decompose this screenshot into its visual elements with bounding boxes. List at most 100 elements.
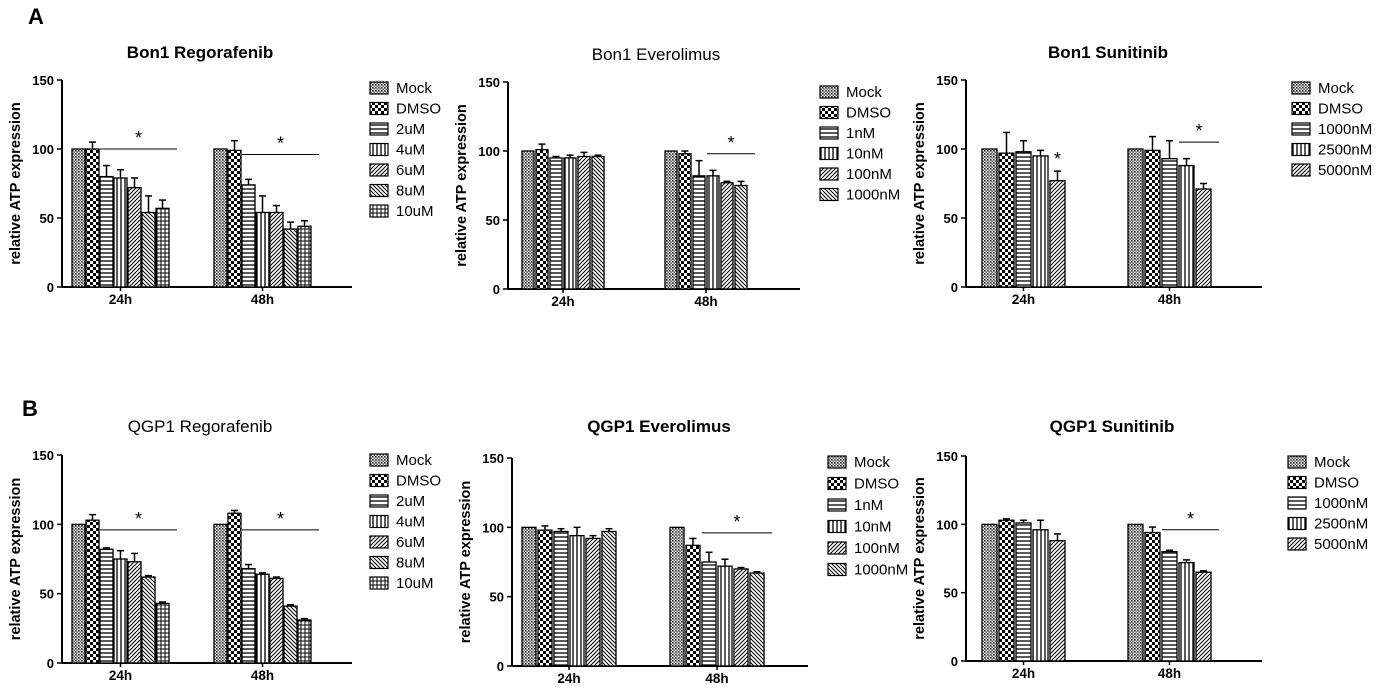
legend-label: 1000nM bbox=[1318, 121, 1372, 138]
legend-swatch bbox=[819, 105, 839, 120]
y-axis-label: relative ATP expression bbox=[8, 478, 24, 641]
y-tick-label: 150 bbox=[32, 448, 54, 463]
panel-letter-b: B bbox=[22, 396, 38, 421]
y-tick-label: 100 bbox=[482, 520, 504, 535]
legend-label: 1nM bbox=[854, 497, 883, 514]
legend-swatch bbox=[369, 81, 389, 95]
legend-label: Mock bbox=[396, 80, 432, 97]
legend-swatch bbox=[369, 183, 389, 198]
legend-swatch bbox=[369, 142, 389, 157]
legend-label: 6uM bbox=[396, 534, 425, 551]
x-tick-label: 48h bbox=[694, 294, 717, 309]
legend-swatch bbox=[819, 146, 839, 161]
legend-label: 4uM bbox=[396, 514, 425, 531]
significance-star: * bbox=[135, 509, 142, 529]
x-tick-label: 24h bbox=[109, 668, 132, 683]
legend-swatch bbox=[827, 519, 847, 534]
legend-swatch bbox=[827, 498, 847, 512]
bar-mock-48h bbox=[1127, 523, 1144, 662]
bar-mock-24h bbox=[521, 526, 537, 667]
chart-bon1-everolimus: Bon1 Everolimus relative ATP expression 0 5… bbox=[454, 45, 900, 309]
significance-star: * bbox=[277, 509, 284, 529]
legend-swatch bbox=[1291, 101, 1311, 116]
x-tick-label: 24h bbox=[1012, 666, 1035, 681]
chart-bon1-sunitinib: Bon1 Sunitinib relative ATP expression 0 50… bbox=[912, 43, 1372, 307]
chart-title: QGP1 Regorafenib bbox=[128, 417, 273, 436]
legend-swatch bbox=[1287, 475, 1307, 490]
legend-swatch bbox=[1287, 455, 1307, 469]
legend-label: DMSO bbox=[1318, 101, 1363, 118]
legend-swatch bbox=[369, 535, 389, 549]
legend-swatch bbox=[369, 101, 389, 116]
x-tick-label: 24h bbox=[557, 671, 580, 686]
legend-swatch bbox=[369, 555, 389, 570]
legend-swatch bbox=[369, 163, 389, 177]
significance-star: * bbox=[135, 128, 142, 148]
bar-5000nm-24h bbox=[1049, 540, 1066, 662]
chart-qgp1-regorafenib: QGP1 Regorafenib relative ATP expression 0… bbox=[8, 417, 441, 683]
y-tick-label: 50 bbox=[944, 211, 958, 226]
legend-swatch bbox=[827, 455, 847, 469]
bar-mock-24h bbox=[981, 148, 998, 288]
bar-mock-24h bbox=[521, 150, 535, 290]
y-tick-label: 150 bbox=[936, 449, 958, 464]
legend-swatch bbox=[819, 187, 839, 202]
bar-2500nm-24h bbox=[1032, 529, 1049, 662]
y-axis-label: relative ATP expression bbox=[912, 477, 928, 640]
y-tick-label: 100 bbox=[936, 517, 958, 532]
significance-star: * bbox=[1054, 149, 1061, 169]
bar-dmso-24h bbox=[998, 519, 1015, 662]
legend-swatch bbox=[369, 473, 389, 488]
chart-title: Bon1 Regorafenib bbox=[127, 43, 273, 62]
legend-swatch bbox=[1287, 537, 1307, 551]
x-tick-label: 48h bbox=[251, 292, 274, 307]
chart-title: QGP1 Everolimus bbox=[587, 417, 731, 436]
legend-label: 1000nM bbox=[1314, 495, 1368, 512]
y-tick-label: 50 bbox=[944, 586, 958, 601]
legend-swatch bbox=[369, 494, 389, 508]
chart-title: Bon1 Sunitinib bbox=[1048, 43, 1168, 62]
x-tick-label: 24h bbox=[109, 292, 132, 307]
legend-label: 5000nM bbox=[1318, 162, 1372, 179]
legend-label: 100nM bbox=[854, 540, 900, 557]
y-axis-label: relative ATP expression bbox=[454, 104, 470, 267]
y-axis-label: relative ATP expression bbox=[912, 102, 928, 265]
y-tick-label: 150 bbox=[936, 73, 958, 88]
y-axis-label: relative ATP expression bbox=[458, 481, 474, 644]
x-tick-label: 48h bbox=[1158, 292, 1181, 307]
legend-swatch bbox=[827, 562, 847, 577]
y-tick-label: 0 bbox=[951, 654, 958, 669]
legend-swatch bbox=[827, 541, 847, 555]
legend-label: 2500nM bbox=[1318, 142, 1372, 159]
y-tick-label: 50 bbox=[486, 213, 500, 228]
bar-mock-48h bbox=[664, 150, 678, 290]
bar-mock-48h bbox=[1127, 148, 1144, 288]
chart-bon1-regorafenib: Bon1 Regorafenib relative ATP expression 0… bbox=[8, 43, 441, 307]
y-tick-label: 0 bbox=[497, 659, 504, 674]
legend-swatch bbox=[1287, 516, 1307, 531]
legend-label: Mock bbox=[854, 454, 890, 471]
x-tick-label: 24h bbox=[1012, 292, 1035, 307]
y-tick-label: 150 bbox=[478, 75, 500, 90]
legend-swatch bbox=[369, 122, 389, 136]
legend-label: 10uM bbox=[396, 203, 434, 220]
bar-mock-24h bbox=[71, 148, 86, 288]
legend-label: 10uM bbox=[396, 575, 434, 592]
legend-swatch bbox=[1291, 122, 1311, 136]
legend-label: DMSO bbox=[396, 473, 441, 490]
legend-swatch bbox=[1291, 142, 1311, 157]
y-axis-label: relative ATP expression bbox=[8, 102, 24, 265]
legend-swatch bbox=[369, 453, 389, 467]
x-tick-label: 48h bbox=[705, 671, 728, 686]
y-tick-label: 50 bbox=[40, 211, 54, 226]
x-tick-label: 48h bbox=[1158, 666, 1181, 681]
legend-swatch bbox=[1291, 163, 1311, 177]
significance-star: * bbox=[733, 512, 740, 532]
bar-5000nm-48h bbox=[1195, 571, 1212, 662]
legend-label: 8uM bbox=[396, 183, 425, 200]
legend-swatch bbox=[369, 576, 389, 590]
legend-swatch bbox=[819, 126, 839, 140]
legend-swatch bbox=[827, 476, 847, 491]
x-tick-label: 24h bbox=[551, 294, 574, 309]
